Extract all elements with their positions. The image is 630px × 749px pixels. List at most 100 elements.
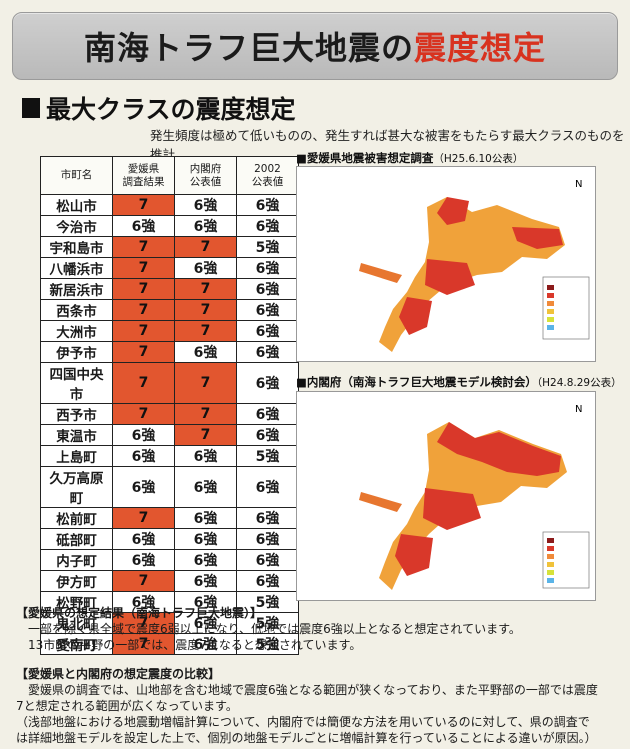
table-row: 四国中央市 7 7 6強 <box>40 362 299 404</box>
cabinet-value-cell: 6強 <box>174 528 237 550</box>
cabinet-value-cell: 6強 <box>174 445 237 467</box>
ehime-value-cell: 6強 <box>112 528 175 550</box>
map2-caption: ■内閣府（南海トラフ巨大地震モデル検討会）（H24.8.29公表） <box>296 374 622 390</box>
notes-block-2-line: は詳細地盤モデルを設定した上で、個別の地盤モデルごとに増幅計算を行っていることに… <box>16 731 597 745</box>
y2002-value-cell: 6強 <box>236 215 299 237</box>
header-ehime: 愛媛県 調査結果 <box>112 156 175 195</box>
map1-legend-swatch <box>547 293 554 298</box>
cabinet-value-cell: 6強 <box>174 257 237 279</box>
table-row: 今治市 6強 6強 6強 <box>40 215 299 237</box>
y2002-value-cell: 5強 <box>236 445 299 467</box>
table-row: 伊予市 7 6強 6強 <box>40 341 299 363</box>
map2-legend-swatch <box>547 570 554 575</box>
ehime-value-cell: 7 <box>112 341 175 363</box>
notes-block-1: 【愛媛県の想定結果（南海トラフ巨大地震）】 一部を除く県全域で震度6弱以上になり… <box>16 605 521 653</box>
y2002-value-cell: 6強 <box>236 362 299 404</box>
header-cabinet-line1: 内閣府 <box>189 162 222 175</box>
header-ehime-line1: 愛媛県 <box>127 162 160 175</box>
seismic-intensity-table: 市町名 愛媛県 調査結果 内閣府 公表値 2002 公表値 松山市 7 6強 6強 今治… <box>40 156 299 655</box>
map1-region-red-south <box>399 297 432 335</box>
map2-north-arrow-icon: N <box>575 404 582 415</box>
ehime-value-cell: 7 <box>112 257 175 279</box>
y2002-value-cell: 5強 <box>236 236 299 258</box>
map1-caption-date: （H25.6.10公表） <box>433 153 524 165</box>
ehime-value-cell: 6強 <box>112 424 175 446</box>
city-name-cell: 四国中央市 <box>40 362 113 404</box>
table-row: 松前町 7 6強 6強 <box>40 507 299 529</box>
city-name-cell: 新居浜市 <box>40 278 113 300</box>
map2-legend-swatch <box>547 578 554 583</box>
y2002-value-cell: 6強 <box>236 278 299 300</box>
cabinet-value-cell: 6強 <box>174 633 237 655</box>
y2002-value-cell: 5強 <box>236 633 299 655</box>
map1-panel: N <box>296 166 596 362</box>
map1-caption: ■愛媛県地震被害想定調査（H25.6.10公表） <box>296 150 523 166</box>
ehime-value-cell: 6強 <box>112 445 175 467</box>
cabinet-value-cell: 6強 <box>174 507 237 529</box>
ehime-value-cell: 7 <box>112 507 175 529</box>
notes-block-1-heading: 【愛媛県の想定結果（南海トラフ巨大地震）】 <box>16 606 263 620</box>
map2-panel: N <box>296 391 596 601</box>
city-name-cell: 松山市 <box>40 194 113 216</box>
square-bullet-icon <box>22 98 40 118</box>
map2-region-red-mid <box>423 488 481 530</box>
table-row: 西予市 7 7 6強 <box>40 403 299 425</box>
title-banner: 南海トラフ巨大地震の震度想定 <box>12 12 618 80</box>
table-row: 久万高原町 6強 6強 6強 <box>40 466 299 508</box>
cabinet-value-cell: 6強 <box>174 341 237 363</box>
y2002-value-cell: 6強 <box>236 570 299 592</box>
notes-block-2: 【愛媛県と内閣府の想定震度の比較】 愛媛県の調査では、山地部を含む地域で震度6強… <box>16 666 598 746</box>
y2002-value-cell: 6強 <box>236 299 299 321</box>
cabinet-value-cell: 6強 <box>174 549 237 571</box>
city-name-cell: 西条市 <box>40 299 113 321</box>
y2002-value-cell: 6強 <box>236 320 299 342</box>
map2-region-red-south <box>395 534 433 576</box>
ehime-value-cell: 7 <box>112 236 175 258</box>
banner-title: 南海トラフ巨大地震の震度想定 <box>84 23 546 69</box>
map1-north-arrow-icon: N <box>575 179 582 190</box>
header-2002-line2: 公表値 <box>251 175 284 188</box>
map1-legend-swatch <box>547 325 554 330</box>
header-city: 市町名 <box>40 156 113 195</box>
table-row: 松山市 7 6強 6強 <box>40 194 299 216</box>
table-row: 西条市 7 7 6強 <box>40 299 299 321</box>
table-row: 宇和島市 7 7 5強 <box>40 236 299 258</box>
y2002-value-cell: 5強 <box>236 612 299 634</box>
city-name-cell: 上島町 <box>40 445 113 467</box>
notes-block-2-heading: 【愛媛県と内閣府の想定震度の比較】 <box>16 667 221 681</box>
notes-block-2-line: （浅部地盤における地震動増幅計算について、内閣府では簡便な方法を用いているのに対… <box>16 715 590 729</box>
notes-block-1-line: 一部を除く県全域で震度6弱以上になり、低地では震度6強以上となると想定されていま… <box>28 622 521 636</box>
ehime-value-cell: 6強 <box>112 549 175 571</box>
table-header-row: 市町名 愛媛県 調査結果 内閣府 公表値 2002 公表値 <box>40 156 299 195</box>
city-name-cell: 愛南町 <box>40 633 113 655</box>
map1-region-red-mid <box>425 259 475 295</box>
cabinet-value-cell: 7 <box>174 236 237 258</box>
cabinet-value-cell: 6強 <box>174 194 237 216</box>
map2-legend-swatch <box>547 554 554 559</box>
ehime-value-cell: 7 <box>112 299 175 321</box>
map1-legend-swatch <box>547 301 554 306</box>
city-name-cell: 内子町 <box>40 549 113 571</box>
table-row: 砥部町 6強 6強 6強 <box>40 528 299 550</box>
city-name-cell: 宇和島市 <box>40 236 113 258</box>
map2-legend-swatch <box>547 562 554 567</box>
city-name-cell: 西予市 <box>40 403 113 425</box>
city-name-cell: 松前町 <box>40 507 113 529</box>
cabinet-value-cell: 7 <box>174 299 237 321</box>
map1-legend-swatch <box>547 309 554 314</box>
ehime-value-cell: 7 <box>112 633 175 655</box>
cabinet-value-cell: 7 <box>174 362 237 404</box>
cabinet-value-cell: 6強 <box>174 215 237 237</box>
header-city-label: 市町名 <box>60 169 93 181</box>
ehime-value-cell: 7 <box>112 362 175 404</box>
map1-region-red-north <box>437 197 469 225</box>
city-name-cell: 久万高原町 <box>40 466 113 508</box>
table-row: 伊方町 7 6強 6強 <box>40 570 299 592</box>
map1-region-red-east <box>512 227 563 249</box>
map2-caption-text: ■内閣府（南海トラフ巨大地震モデル検討会） <box>296 375 537 389</box>
y2002-value-cell: 6強 <box>236 549 299 571</box>
map1-legend-swatch <box>547 317 554 322</box>
map1-caption-text: ■愛媛県地震被害想定調査 <box>296 151 434 165</box>
ehime-value-cell: 6強 <box>112 466 175 508</box>
